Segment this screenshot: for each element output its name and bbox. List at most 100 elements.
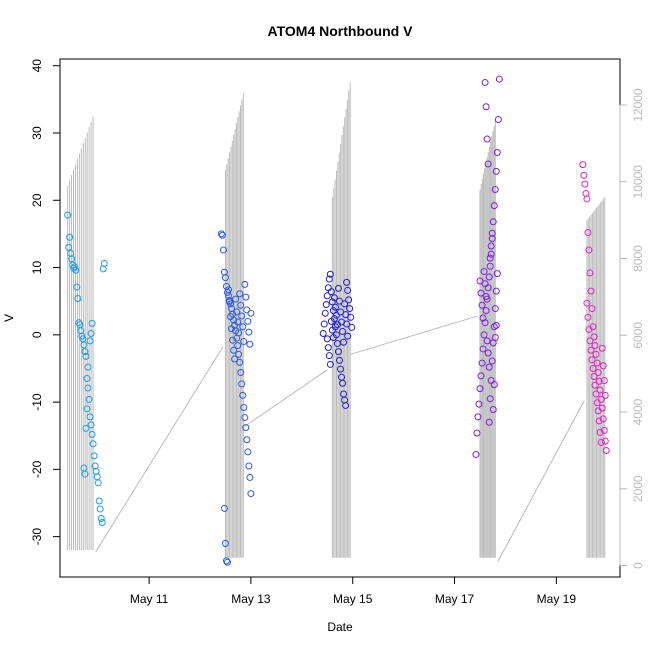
- data-point: [487, 250, 495, 258]
- data-point: [81, 348, 89, 356]
- data-point: [321, 309, 329, 317]
- data-point: [493, 270, 501, 278]
- data-point: [474, 413, 482, 421]
- data-point: [242, 424, 250, 432]
- data-point: [480, 268, 488, 276]
- data-point: [85, 395, 93, 403]
- data-point: [83, 405, 91, 413]
- data-point: [98, 519, 106, 527]
- data-point: [242, 293, 250, 301]
- data-point: [600, 426, 608, 434]
- data-point: [339, 379, 347, 387]
- data-point: [70, 264, 78, 272]
- data-point: [324, 284, 332, 292]
- y-tick-label: -10: [30, 393, 44, 411]
- data-point: [244, 448, 252, 456]
- y-tick-label: 30: [30, 126, 44, 140]
- data-point: [581, 180, 589, 188]
- data-point: [65, 243, 73, 251]
- data-point: [494, 116, 502, 124]
- secondary-y-tick-label: 12000: [631, 88, 645, 122]
- data-point: [588, 305, 596, 313]
- data-point: [490, 323, 498, 331]
- data-point: [245, 328, 253, 336]
- data-point: [100, 260, 108, 268]
- data-point: [320, 320, 328, 328]
- secondary-y-tick-label: 8000: [631, 245, 645, 272]
- data-point: [337, 365, 345, 373]
- data-point: [473, 429, 481, 437]
- data-point: [485, 273, 493, 281]
- data-point: [493, 149, 501, 157]
- data-point: [586, 337, 594, 345]
- data-point: [237, 301, 245, 309]
- data-point: [240, 403, 248, 411]
- data-point: [80, 341, 88, 349]
- data-point: [579, 161, 587, 169]
- data-point: [489, 218, 497, 226]
- data-point: [343, 278, 351, 286]
- data-point: [491, 305, 499, 313]
- data-point: [233, 308, 241, 316]
- data-point: [326, 270, 334, 278]
- data-point: [597, 438, 605, 446]
- data-point: [335, 356, 343, 364]
- background-connector-3: [350, 315, 478, 355]
- data-point: [595, 377, 603, 385]
- data-point: [583, 195, 591, 203]
- scatter-points-layer: [64, 75, 610, 566]
- data-point: [482, 103, 490, 111]
- data-point: [596, 386, 604, 394]
- data-point: [247, 309, 255, 317]
- data-point: [218, 231, 226, 239]
- data-point: [231, 355, 239, 363]
- data-point: [234, 342, 242, 350]
- data-point: [486, 262, 494, 270]
- data-point: [492, 287, 500, 295]
- data-point: [486, 254, 494, 262]
- data-point: [481, 79, 489, 87]
- data-point: [325, 275, 333, 283]
- data-point: [475, 400, 483, 408]
- data-point: [597, 395, 605, 403]
- secondary-y-tick-label: 10000: [631, 165, 645, 199]
- data-point: [490, 202, 498, 210]
- x-tick-label: May 13: [231, 592, 271, 606]
- data-point: [492, 167, 500, 175]
- background-connector-2: [242, 369, 328, 428]
- y-tick-label: 20: [30, 193, 44, 207]
- data-point: [319, 329, 327, 337]
- y-tick-label: -20: [30, 460, 44, 478]
- data-point: [598, 344, 606, 352]
- secondary-y-tick-label: 2000: [631, 475, 645, 502]
- data-point: [240, 338, 248, 346]
- data-point: [484, 349, 492, 357]
- data-point: [481, 280, 489, 288]
- data-point: [94, 479, 102, 487]
- data-point: [479, 314, 487, 322]
- data-point: [483, 135, 491, 143]
- data-point: [599, 415, 607, 423]
- data-point: [74, 294, 82, 302]
- data-point: [225, 286, 233, 294]
- data-point: [72, 266, 80, 274]
- data-point: [593, 359, 601, 367]
- data-point: [478, 301, 486, 309]
- x-tick-label: May 17: [435, 592, 475, 606]
- data-point: [585, 325, 593, 333]
- secondary-y-tick-label: 4000: [631, 398, 645, 425]
- data-point: [220, 504, 228, 512]
- data-point: [241, 280, 249, 288]
- data-point: [331, 303, 339, 311]
- data-point: [82, 352, 90, 360]
- data-point: [593, 399, 601, 407]
- data-point: [344, 332, 352, 340]
- y-axis-label: V: [2, 314, 16, 322]
- data-point: [89, 440, 97, 448]
- y-tick-label: 0: [30, 331, 44, 338]
- data-point: [482, 292, 490, 300]
- data-point: [601, 437, 609, 445]
- data-point: [226, 298, 234, 306]
- data-point: [97, 514, 105, 522]
- data-point: [245, 462, 253, 470]
